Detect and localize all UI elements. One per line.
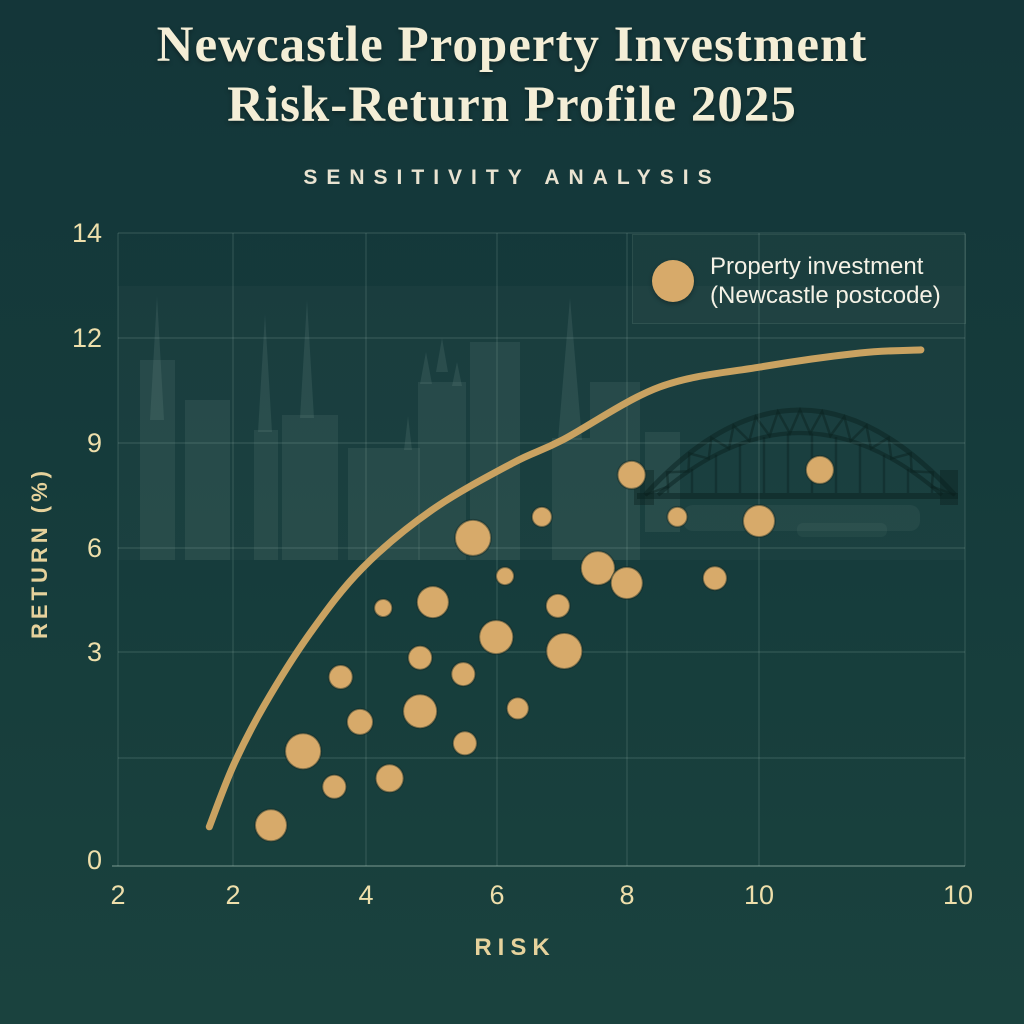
newcastle-skyline-building <box>140 360 175 560</box>
data-point-bubble <box>407 644 434 671</box>
legend-label: Property investment (Newcastle postcode) <box>710 252 941 310</box>
data-point-bubble <box>579 550 616 587</box>
data-point-bubble <box>495 566 515 587</box>
y-tick-label: 3 <box>86 637 102 667</box>
data-point-bubble <box>609 566 644 600</box>
newcastle-skyline-building <box>348 448 420 560</box>
newcastle-skyline-spire <box>558 298 582 440</box>
x-tick-label: 2 <box>110 880 126 910</box>
legend-label-line-2: (Newcastle postcode) <box>710 282 941 309</box>
data-point-bubble <box>701 565 728 592</box>
legend-bubble-marker-icon <box>652 260 694 302</box>
x-axis-title: RISK <box>474 934 556 961</box>
newcastle-skyline-building <box>552 438 590 560</box>
y-tick-label: 0 <box>86 845 102 875</box>
x-tick-label: 8 <box>619 880 635 910</box>
y-tick-label: 9 <box>86 428 102 458</box>
data-point-bubble <box>284 732 323 771</box>
tyne-bridge-deck <box>637 493 958 499</box>
newcastle-skyline-building <box>185 400 230 560</box>
data-point-bubble <box>478 619 515 656</box>
newcastle-skyline-building <box>254 430 278 560</box>
tyne-bridge-pier <box>940 470 958 505</box>
page-title-line-2: Risk-Return Profile 2025 <box>227 77 797 133</box>
data-point-bubble <box>373 598 394 618</box>
data-point-bubble <box>415 585 450 620</box>
legend-panel <box>632 234 966 324</box>
y-tick-label: 12 <box>71 323 102 353</box>
data-point-bubble <box>451 730 478 757</box>
legend-label-line-1: Property investment <box>710 253 924 280</box>
data-point-bubble <box>374 763 405 794</box>
data-point-bubble <box>544 592 571 619</box>
newcastle-skyline-spire <box>452 362 462 386</box>
newcastle-skyline-spire <box>404 416 412 450</box>
data-point-bubble <box>505 696 530 721</box>
chart-subtitle: SENSITIVITY ANALYSIS <box>303 166 721 189</box>
legend: Property investment (Newcastle postcode) <box>652 252 941 310</box>
x-tick-label: 10 <box>942 880 974 910</box>
newcastle-skyline-spire <box>420 352 432 384</box>
data-point-bubble <box>450 661 477 688</box>
newcastle-skyline-building <box>282 415 338 560</box>
data-point-bubble <box>545 632 584 670</box>
y-axis-title: RETURN (%) <box>27 467 52 639</box>
data-point-bubble <box>530 505 553 528</box>
data-point-bubble <box>402 693 439 730</box>
quayside-band <box>683 505 920 531</box>
frontier-curve <box>205 346 925 831</box>
data-point-bubble <box>742 504 776 538</box>
data-point-bubble <box>254 808 288 843</box>
page-title-line-1: Newcastle Property Investment <box>156 17 868 73</box>
newcastle-skyline-spire <box>258 314 272 432</box>
data-point-bubble <box>454 518 492 557</box>
x-tick-label: 6 <box>489 880 505 910</box>
data-point-bubble <box>616 459 647 490</box>
data-point-bubble <box>666 505 689 528</box>
newcastle-skyline-spire <box>150 296 164 420</box>
y-tick-label: 6 <box>86 533 102 563</box>
y-tick-label: 14 <box>71 218 102 248</box>
newcastle-skyline-spire <box>300 300 314 418</box>
tyne-bridge-truss <box>644 406 956 497</box>
tyne-bridge-arch-outer <box>643 407 957 497</box>
data-point-bubble <box>327 664 354 690</box>
tyne-bridge-arch-inner <box>656 431 944 497</box>
x-tick-label: 2 <box>225 880 241 910</box>
newcastle-skyline-spire <box>436 338 448 372</box>
x-tick-label: 4 <box>358 880 374 910</box>
data-point-bubble <box>321 773 348 800</box>
data-point-bubble <box>346 707 374 736</box>
quayside-band <box>797 523 887 537</box>
data-point-bubble <box>804 454 835 485</box>
x-tick-label: 10 <box>743 880 775 910</box>
